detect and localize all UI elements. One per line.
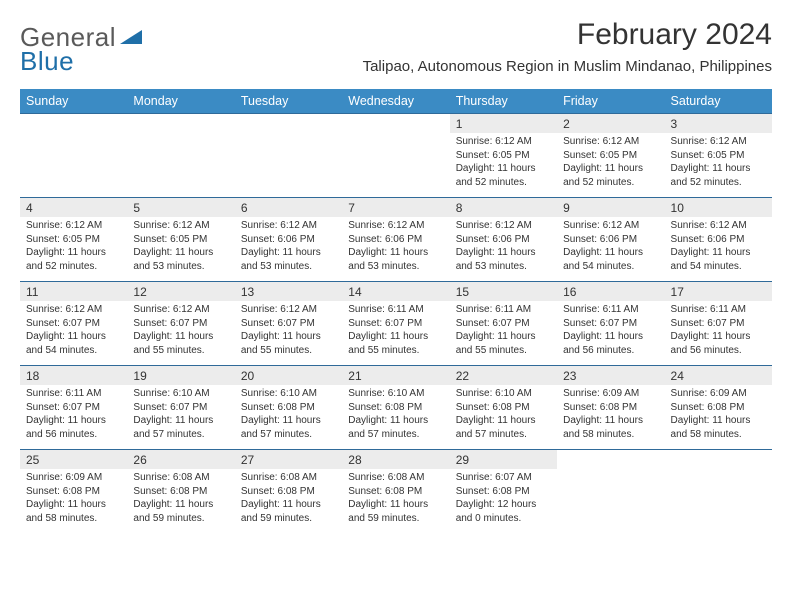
day-number-cell: 14 [342,282,449,301]
day-number-cell: 19 [127,366,234,385]
month-title: February 2024 [363,18,772,52]
day-number-cell: 22 [450,366,557,385]
day-number-cell: 1 [450,114,557,133]
day-detail-cell [557,469,664,533]
day-number-row: 123 [20,114,772,133]
day-detail-cell: Sunrise: 6:11 AMSunset: 6:07 PMDaylight:… [450,301,557,366]
day-detail-cell [342,133,449,198]
day-number-cell: 11 [20,282,127,301]
day-number-row: 18192021222324 [20,366,772,385]
day-detail-cell: Sunrise: 6:07 AMSunset: 6:08 PMDaylight:… [450,469,557,533]
weekday-header-row: SundayMondayTuesdayWednesdayThursdayFrid… [20,89,772,114]
day-detail-cell [20,133,127,198]
day-detail-cell: Sunrise: 6:12 AMSunset: 6:06 PMDaylight:… [235,217,342,282]
day-detail-cell: Sunrise: 6:12 AMSunset: 6:05 PMDaylight:… [557,133,664,198]
day-number-cell: 29 [450,450,557,469]
day-detail-cell: Sunrise: 6:12 AMSunset: 6:07 PMDaylight:… [235,301,342,366]
day-number-cell: 28 [342,450,449,469]
weekday-header: Thursday [450,89,557,114]
day-detail-cell: Sunrise: 6:08 AMSunset: 6:08 PMDaylight:… [127,469,234,533]
day-detail-cell: Sunrise: 6:11 AMSunset: 6:07 PMDaylight:… [20,385,127,450]
day-number-cell: 8 [450,198,557,217]
weekday-header: Saturday [665,89,772,114]
day-detail-cell: Sunrise: 6:10 AMSunset: 6:07 PMDaylight:… [127,385,234,450]
day-number-cell: 3 [665,114,772,133]
day-number-cell: 6 [235,198,342,217]
day-number-cell: 10 [665,198,772,217]
day-detail-row: Sunrise: 6:12 AMSunset: 6:05 PMDaylight:… [20,133,772,198]
day-detail-cell [665,469,772,533]
weekday-header: Monday [127,89,234,114]
day-number-cell [665,450,772,469]
calendar-table: SundayMondayTuesdayWednesdayThursdayFrid… [20,89,772,533]
day-detail-cell: Sunrise: 6:12 AMSunset: 6:05 PMDaylight:… [665,133,772,198]
day-detail-cell: Sunrise: 6:11 AMSunset: 6:07 PMDaylight:… [665,301,772,366]
day-detail-cell: Sunrise: 6:08 AMSunset: 6:08 PMDaylight:… [235,469,342,533]
day-detail-row: Sunrise: 6:11 AMSunset: 6:07 PMDaylight:… [20,385,772,450]
day-detail-cell: Sunrise: 6:12 AMSunset: 6:06 PMDaylight:… [342,217,449,282]
day-detail-cell: Sunrise: 6:09 AMSunset: 6:08 PMDaylight:… [20,469,127,533]
day-detail-cell: Sunrise: 6:12 AMSunset: 6:06 PMDaylight:… [450,217,557,282]
day-number-cell [342,114,449,133]
day-detail-cell: Sunrise: 6:12 AMSunset: 6:05 PMDaylight:… [20,217,127,282]
day-number-cell: 13 [235,282,342,301]
day-number-cell: 21 [342,366,449,385]
day-detail-cell: Sunrise: 6:10 AMSunset: 6:08 PMDaylight:… [450,385,557,450]
location-subtitle: Talipao, Autonomous Region in Muslim Min… [363,58,772,75]
day-number-cell: 16 [557,282,664,301]
day-number-cell: 4 [20,198,127,217]
day-detail-cell: Sunrise: 6:10 AMSunset: 6:08 PMDaylight:… [342,385,449,450]
day-detail-cell: Sunrise: 6:11 AMSunset: 6:07 PMDaylight:… [557,301,664,366]
title-block: February 2024 Talipao, Autonomous Region… [363,18,772,75]
day-number-cell: 9 [557,198,664,217]
day-detail-cell: Sunrise: 6:10 AMSunset: 6:08 PMDaylight:… [235,385,342,450]
day-detail-cell: Sunrise: 6:12 AMSunset: 6:06 PMDaylight:… [557,217,664,282]
day-detail-row: Sunrise: 6:12 AMSunset: 6:05 PMDaylight:… [20,217,772,282]
day-number-cell: 25 [20,450,127,469]
brand-text-blue: Blue [20,46,74,76]
day-number-cell: 17 [665,282,772,301]
day-detail-cell: Sunrise: 6:09 AMSunset: 6:08 PMDaylight:… [557,385,664,450]
day-detail-cell: Sunrise: 6:09 AMSunset: 6:08 PMDaylight:… [665,385,772,450]
day-detail-cell [235,133,342,198]
day-detail-cell: Sunrise: 6:12 AMSunset: 6:07 PMDaylight:… [127,301,234,366]
weekday-header: Sunday [20,89,127,114]
day-number-cell: 5 [127,198,234,217]
day-number-cell: 18 [20,366,127,385]
day-detail-cell: Sunrise: 6:11 AMSunset: 6:07 PMDaylight:… [342,301,449,366]
day-number-cell: 2 [557,114,664,133]
day-number-row: 45678910 [20,198,772,217]
weekday-header: Tuesday [235,89,342,114]
day-number-cell: 23 [557,366,664,385]
day-number-cell: 27 [235,450,342,469]
day-detail-cell: Sunrise: 6:12 AMSunset: 6:06 PMDaylight:… [665,217,772,282]
day-detail-cell: Sunrise: 6:12 AMSunset: 6:05 PMDaylight:… [127,217,234,282]
day-number-cell: 20 [235,366,342,385]
day-number-cell [127,114,234,133]
day-number-cell: 26 [127,450,234,469]
day-number-cell: 15 [450,282,557,301]
day-detail-cell: Sunrise: 6:08 AMSunset: 6:08 PMDaylight:… [342,469,449,533]
day-number-row: 11121314151617 [20,282,772,301]
day-detail-row: Sunrise: 6:09 AMSunset: 6:08 PMDaylight:… [20,469,772,533]
day-detail-row: Sunrise: 6:12 AMSunset: 6:07 PMDaylight:… [20,301,772,366]
day-number-cell: 24 [665,366,772,385]
day-number-cell [20,114,127,133]
brand-text-blue-wrap: Blue [20,46,74,77]
day-number-cell: 7 [342,198,449,217]
day-detail-cell: Sunrise: 6:12 AMSunset: 6:05 PMDaylight:… [450,133,557,198]
day-number-cell [557,450,664,469]
day-number-row: 2526272829 [20,450,772,469]
day-detail-cell [127,133,234,198]
weekday-header: Friday [557,89,664,114]
day-detail-cell: Sunrise: 6:12 AMSunset: 6:07 PMDaylight:… [20,301,127,366]
brand-triangle-icon [120,28,142,49]
day-number-cell [235,114,342,133]
page-header: General February 2024 Talipao, Autonomou… [20,18,772,75]
weekday-header: Wednesday [342,89,449,114]
day-number-cell: 12 [127,282,234,301]
